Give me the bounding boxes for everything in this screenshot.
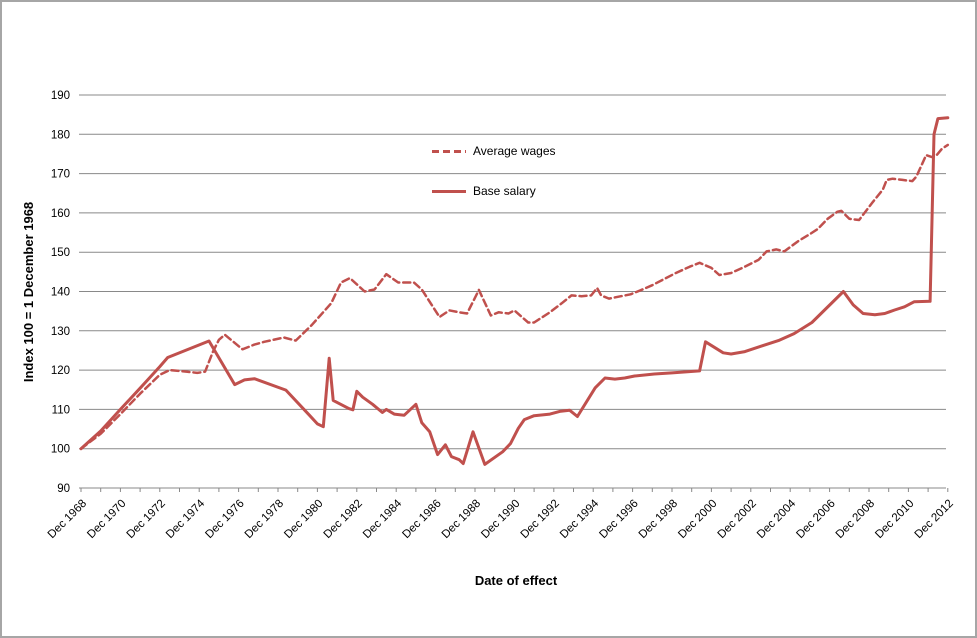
average-wages-line <box>79 143 950 450</box>
x-tick-label: Dec 1992 <box>519 498 562 541</box>
x-tick-label: Dec 1990 <box>479 498 522 541</box>
x-tick-label: Dec 2004 <box>755 497 799 541</box>
x-tick-label: Dec 1976 <box>203 498 246 541</box>
legend-entry-base-salary: Base salary <box>432 180 556 202</box>
y-axis-tick-labels: 90 100 110 120 130 140 150 160 170 180 190 <box>51 90 70 495</box>
gridlines <box>79 94 946 489</box>
x-tick-label: Dec 1974 <box>164 497 208 541</box>
y-axis-title: Index 100 = 1 December 1968 <box>21 202 36 382</box>
solid-line-sample <box>432 189 466 193</box>
x-tick-label: Dec 2012 <box>913 498 956 541</box>
base-salary-line <box>79 116 950 466</box>
x-tick-label: Dec 2008 <box>834 498 877 541</box>
legend-label-average-wages: Average wages <box>473 144 556 158</box>
y-tick-label: 110 <box>52 404 70 416</box>
x-tick-label: Dec 1986 <box>400 498 443 541</box>
x-tick-label: Dec 1972 <box>125 498 168 541</box>
x-tick-label: Dec 1982 <box>322 498 365 541</box>
x-tick-label: Dec 2000 <box>676 498 719 541</box>
x-tick-label: Dec 1968 <box>46 498 89 541</box>
y-tick-label: 100 <box>51 444 70 456</box>
x-tick-label: Dec 2002 <box>716 498 759 541</box>
y-tick-label: 90 <box>57 483 70 495</box>
x-tick-label: Dec 1998 <box>637 498 680 541</box>
axes <box>79 487 949 492</box>
legend: Average wages Base salary <box>432 140 556 220</box>
y-tick-label: 140 <box>51 287 70 299</box>
legend-label-base-salary: Base salary <box>473 184 536 198</box>
y-tick-label: 180 <box>51 129 70 141</box>
y-tick-label: 150 <box>51 247 70 259</box>
x-tick-label: Dec 2010 <box>873 498 916 541</box>
series-lines <box>79 116 950 466</box>
x-tick-label: Dec 1970 <box>85 498 128 541</box>
x-axis-title: Date of effect <box>475 573 558 588</box>
x-tick-label: Dec 1978 <box>243 498 286 541</box>
y-tick-label: 190 <box>51 90 70 102</box>
x-tick-label: Dec 1980 <box>282 498 325 541</box>
x-tick-label: Dec 1988 <box>440 498 483 541</box>
y-tick-label: 130 <box>51 326 70 338</box>
x-tick-label: Dec 1994 <box>558 497 602 541</box>
y-tick-label: 160 <box>51 208 70 220</box>
x-tick-label: Dec 2006 <box>794 498 837 541</box>
y-tick-label: 120 <box>51 365 70 377</box>
x-tick-label: Dec 1996 <box>597 498 640 541</box>
legend-entry-average-wages: Average wages <box>432 140 556 162</box>
x-tick-label: Dec 1984 <box>361 497 405 541</box>
y-tick-label: 170 <box>51 169 70 181</box>
dashed-line-sample <box>432 149 466 153</box>
